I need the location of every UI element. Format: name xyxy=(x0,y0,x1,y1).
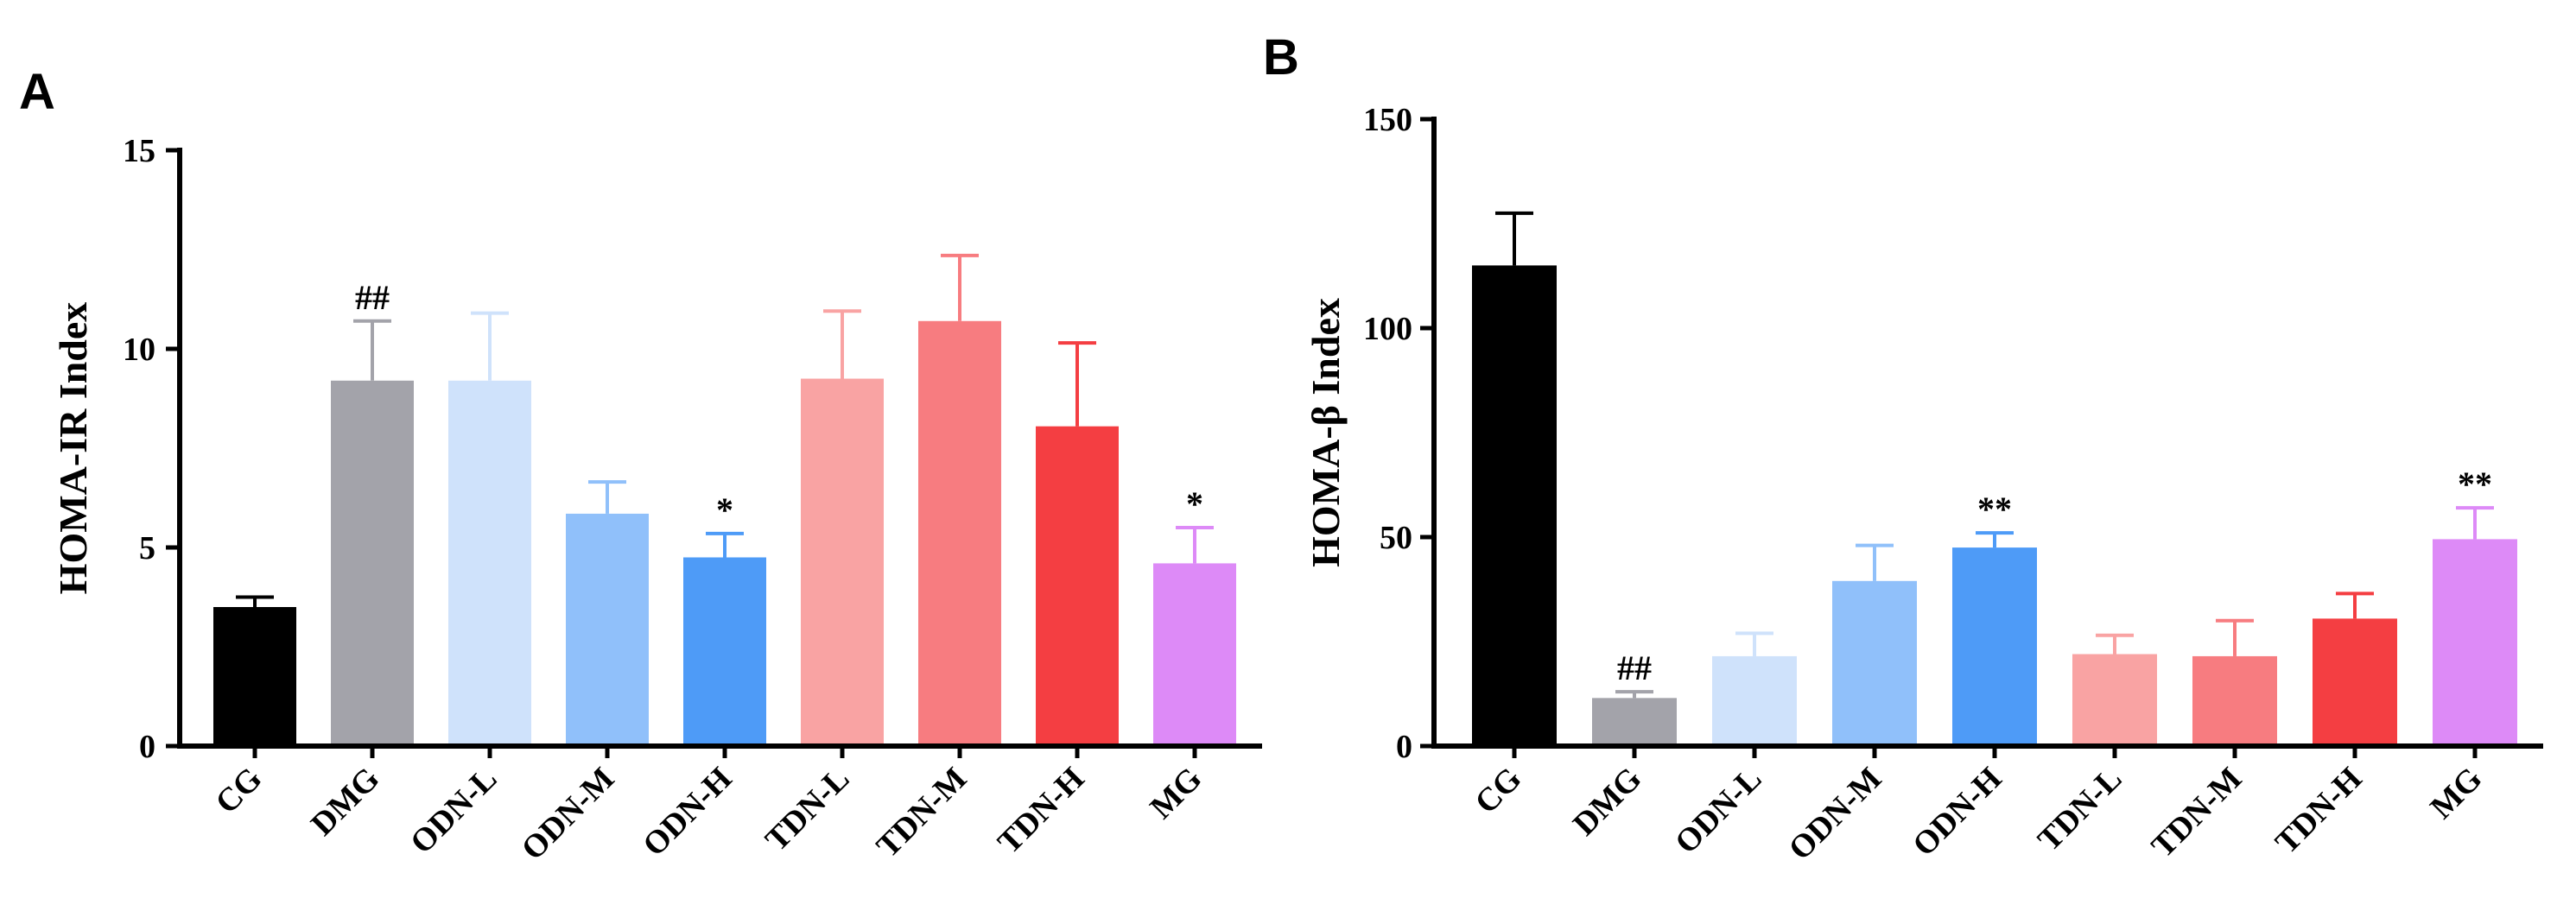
y-tick-label: 10 xyxy=(123,332,155,368)
x-tick-label: CG xyxy=(208,761,269,821)
x-tick-label: MG xyxy=(1143,761,1209,826)
x-tick-label: ODN-H xyxy=(1906,761,2008,864)
bar xyxy=(1472,265,1557,746)
bar xyxy=(918,320,1001,746)
significance-label: ## xyxy=(1617,648,1652,687)
y-tick-label: 15 xyxy=(123,133,155,169)
y-tick-label: 0 xyxy=(139,729,155,765)
x-tick-label: ODN-L xyxy=(403,761,504,861)
bar xyxy=(2072,654,2157,746)
y-tick-label: 0 xyxy=(1396,729,1412,765)
bar xyxy=(1592,698,1677,746)
x-tick-label: ODN-M xyxy=(515,761,622,868)
y-tick-label: 5 xyxy=(139,530,155,566)
x-tick-label: DMG xyxy=(304,761,386,843)
y-tick-label: 150 xyxy=(1363,102,1412,138)
x-tick-label: ODN-L xyxy=(1668,761,1768,861)
bar xyxy=(1832,580,1917,746)
x-tick-label: DMG xyxy=(1566,761,1648,843)
bar xyxy=(801,378,884,746)
bar xyxy=(213,607,296,746)
significance-label: ** xyxy=(2458,465,2492,503)
y-tick-label: 50 xyxy=(1380,520,1412,556)
y-tick-label: 100 xyxy=(1363,311,1412,347)
bar xyxy=(566,513,649,746)
x-tick-label: ODN-H xyxy=(636,761,739,864)
bar xyxy=(1952,547,2037,746)
bar xyxy=(1036,426,1119,746)
bar xyxy=(448,380,531,746)
bar xyxy=(1153,563,1236,746)
significance-label: * xyxy=(716,490,733,529)
y-axis-label: HOMA-β Index xyxy=(1304,298,1348,567)
x-tick-label: CG xyxy=(1468,761,1528,821)
significance-label: ** xyxy=(1977,490,2012,528)
significance-label: ## xyxy=(355,278,390,317)
bar xyxy=(2433,539,2517,746)
x-tick-label: ODN-M xyxy=(1782,761,1889,868)
x-tick-label: TDN-L xyxy=(758,761,856,858)
x-tick-label: TDN-H xyxy=(2268,761,2369,861)
bar xyxy=(331,380,414,746)
x-tick-label: TDN-M xyxy=(2145,761,2249,865)
x-tick-label: TDN-M xyxy=(870,761,974,865)
bar xyxy=(2313,618,2397,746)
bar xyxy=(683,557,766,746)
bar xyxy=(1712,655,1797,746)
panel-label: B xyxy=(1263,29,1299,85)
bar xyxy=(2192,655,2277,746)
significance-label: * xyxy=(1186,484,1203,523)
x-tick-label: MG xyxy=(2423,761,2489,826)
x-tick-label: TDN-H xyxy=(991,761,1091,861)
panel-label: A xyxy=(19,64,55,120)
y-axis-label: HOMA-IR Index xyxy=(51,302,95,595)
x-tick-label: TDN-L xyxy=(2031,761,2129,858)
